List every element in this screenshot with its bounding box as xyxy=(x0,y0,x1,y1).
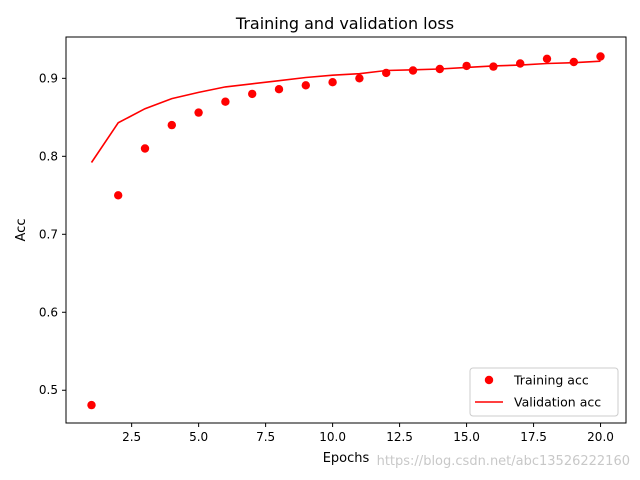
y-tick-label: 0.8 xyxy=(39,149,58,163)
data-point-training-acc xyxy=(274,85,284,94)
data-point-training-acc xyxy=(221,97,230,106)
x-tick-label: 20.0 xyxy=(587,430,614,444)
data-point-training-acc xyxy=(355,74,364,83)
data-point-training-acc xyxy=(167,120,176,130)
x-tick-label: 7.5 xyxy=(256,430,275,444)
data-point-training-acc xyxy=(114,191,123,200)
data-point-training-acc xyxy=(301,81,310,90)
plot-frame xyxy=(65,36,627,424)
y-tick-label: 0.9 xyxy=(39,71,58,85)
x-tick-label: 2.5 xyxy=(122,430,141,444)
x-tick-label: 12.5 xyxy=(386,430,413,444)
data-point-training-acc xyxy=(462,61,471,71)
data-point-training-acc xyxy=(542,54,552,63)
watermark-text: https://blog.csdn.net/abc13526222160 xyxy=(376,454,630,469)
data-point-training-acc xyxy=(328,78,337,87)
data-point-training-acc xyxy=(516,59,525,68)
x-tick-label: 10.0 xyxy=(319,430,346,444)
plot-area xyxy=(87,52,605,410)
legend-box xyxy=(469,367,619,417)
series-line-validation-acc xyxy=(90,60,601,163)
chart-title: Training and validation loss xyxy=(235,14,454,33)
y-axis: 0.5 0.6 0.7 0.8 0.9 xyxy=(39,71,66,397)
legend-label: Training acc xyxy=(513,373,589,388)
x-tick-label: 15.0 xyxy=(453,430,480,444)
legend-label: Validation acc xyxy=(514,395,601,410)
y-tick-label: 0.6 xyxy=(39,305,58,319)
y-tick-label: 0.5 xyxy=(39,383,58,397)
data-point-training-acc xyxy=(596,52,605,61)
data-point-training-acc xyxy=(140,144,150,153)
data-point-training-acc xyxy=(194,108,203,117)
y-axis-label: Acc xyxy=(14,219,29,242)
x-tick-label: 17.5 xyxy=(520,430,547,444)
legend-marker-swatch xyxy=(484,375,494,385)
x-axis-label: Epochs xyxy=(323,451,370,466)
y-tick-label: 0.7 xyxy=(39,227,58,241)
data-point-training-acc xyxy=(87,400,96,410)
legend: Training acc Validation acc xyxy=(469,367,619,417)
x-axis: 2.5 5.0 7.5 10.0 12.5 15.0 17.5 20.0 xyxy=(122,423,614,444)
x-tick-label: 5.0 xyxy=(189,430,208,444)
data-point-training-acc xyxy=(248,89,257,99)
